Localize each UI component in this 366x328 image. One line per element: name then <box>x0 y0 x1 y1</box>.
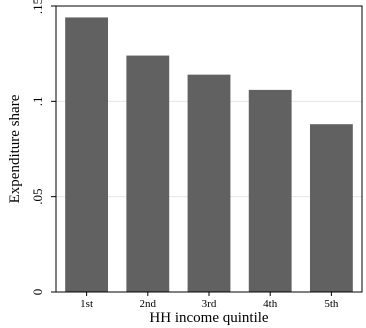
bar-4th <box>248 89 292 292</box>
bars <box>65 17 353 292</box>
bar-3rd <box>187 74 231 292</box>
x-ticks: 1st 2nd 3rd 4th 5th <box>80 292 339 310</box>
x-tick-label: 4th <box>263 298 278 310</box>
y-ticks: 0 .05 .1 .15 <box>30 0 56 295</box>
y-tick-label: .1 <box>30 96 45 106</box>
bar-2nd <box>126 55 170 292</box>
y-tick-label: 0 <box>30 289 45 296</box>
bar-5th <box>309 124 353 292</box>
x-tick-label: 5th <box>324 298 339 310</box>
x-tick-label: 3rd <box>202 298 217 310</box>
x-tick-label: 1st <box>80 298 93 310</box>
y-tick-label: .15 <box>30 0 45 14</box>
x-axis-title: HH income quintile <box>149 310 268 326</box>
x-tick-label: 2nd <box>140 298 157 310</box>
bar-1st <box>65 17 109 292</box>
y-tick-label: .05 <box>30 189 45 205</box>
y-axis-title: Expenditure share <box>7 94 23 203</box>
